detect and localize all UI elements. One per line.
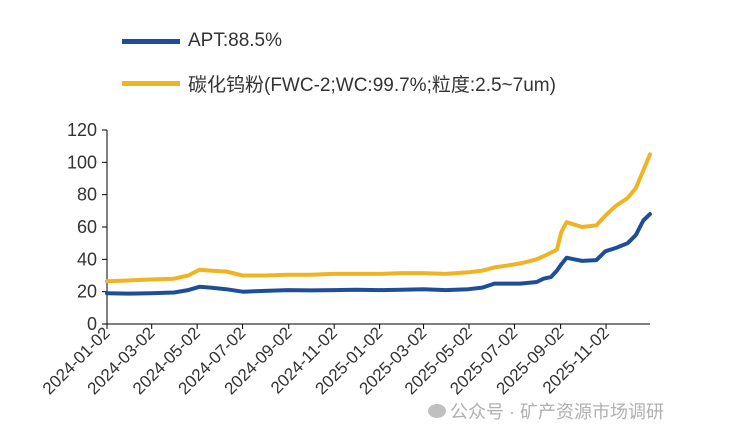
- y-tick-label: 80: [77, 185, 97, 205]
- y-tick-label: 20: [77, 282, 97, 302]
- legend-swatch-tungsten-carbide: [122, 81, 180, 86]
- legend-label-tungsten-carbide: 碳化钨粉(FWC-2;WC:99.7%;粒度:2.5~7um): [188, 75, 556, 96]
- y-tick-label: 100: [67, 152, 97, 172]
- legend-label-apt: APT:88.5%: [188, 30, 282, 51]
- y-tick-label: 60: [77, 217, 97, 237]
- series-line-1: [105, 152, 652, 284]
- legend-item-apt: APT:88.5%: [122, 30, 282, 52]
- watermark: 公众号 · 矿产资源市场调研: [428, 398, 664, 424]
- legend-swatch-apt: [122, 38, 180, 44]
- legend-item-tungsten-carbide: 碳化钨粉(FWC-2;WC:99.7%;粒度:2.5~7um): [122, 70, 556, 97]
- y-tick-label: 40: [77, 249, 97, 269]
- series-line-0: [105, 212, 652, 296]
- y-tick-label: 120: [67, 120, 97, 140]
- y-tick-label: 0: [87, 314, 97, 334]
- wechat-icon: [428, 404, 446, 418]
- watermark-text: 公众号 · 矿产资源市场调研: [450, 402, 664, 422]
